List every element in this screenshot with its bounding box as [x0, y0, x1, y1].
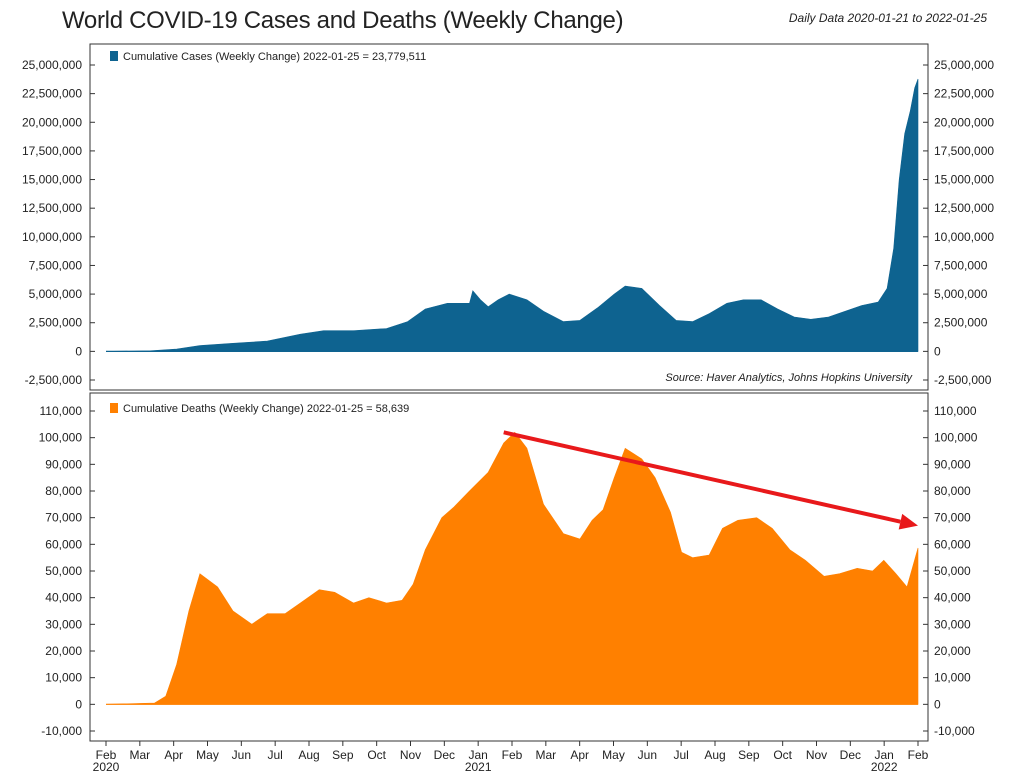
y-tick-label-left: 30,000 — [45, 617, 82, 631]
y-tick-label-right: 60,000 — [934, 537, 971, 551]
y-tick-label-left: 20,000,000 — [22, 115, 82, 129]
x-tick-label: Feb — [502, 748, 523, 762]
y-tick-label-left: 40,000 — [45, 591, 82, 605]
y-tick-label-right: 22,500,000 — [934, 87, 994, 101]
y-tick-label-left: 10,000,000 — [22, 230, 82, 244]
cases-series-legend-label: Cumulative Cases (Weekly Change) 2022-01… — [123, 51, 426, 63]
x-tick-label: Aug — [298, 748, 319, 762]
cases-series — [105, 78, 919, 352]
y-tick-label-left: 22,500,000 — [22, 87, 82, 101]
deaths-series-legend-swatch — [110, 403, 118, 413]
y-tick-label-left: 12,500,000 — [22, 201, 82, 215]
x-year-label: 2020 — [93, 760, 120, 774]
x-tick-label: Apr — [164, 748, 183, 762]
x-tick-label: Jan — [874, 748, 893, 762]
y-tick-label-left: 70,000 — [45, 511, 82, 525]
y-tick-label-left: -10,000 — [41, 724, 82, 738]
x-tick-label: Jul — [673, 748, 688, 762]
x-year-label: 2022 — [871, 760, 898, 774]
x-tick-label: Aug — [704, 748, 725, 762]
x-tick-label: Nov — [400, 748, 421, 762]
y-tick-label-left: 0 — [75, 344, 82, 358]
y-tick-label-right: 90,000 — [934, 457, 971, 471]
y-tick-label-right: 12,500,000 — [934, 201, 994, 215]
y-tick-label-right: 2,500,000 — [934, 316, 988, 330]
y-tick-label-right: -2,500,000 — [934, 373, 992, 387]
y-tick-label-left: 5,000,000 — [29, 287, 83, 301]
x-tick-label: Feb — [96, 748, 117, 762]
deaths-series — [105, 431, 919, 705]
x-year-label: 2021 — [465, 760, 492, 774]
y-tick-label-left: 10,000 — [45, 671, 82, 685]
y-tick-label-right: 7,500,000 — [934, 258, 988, 272]
y-tick-label-right: 30,000 — [934, 617, 971, 631]
trend-arrow — [503, 430, 901, 524]
y-tick-label-left: 60,000 — [45, 537, 82, 551]
y-tick-label-left: 50,000 — [45, 564, 82, 578]
x-tick-label: Feb — [908, 748, 929, 762]
y-tick-label-right: 0 — [934, 344, 941, 358]
x-axis: Feb Mar Apr May Jun Jul Aug Sep Oct Nov Dec Jan Feb M… — [93, 741, 929, 774]
source-note: Source: Haver Analytics, Johns Hopkins U… — [665, 372, 913, 384]
y-tick-label-left: -2,500,000 — [25, 373, 83, 387]
x-tick-label: Oct — [773, 748, 792, 762]
x-tick-label: Sep — [738, 748, 760, 762]
y-tick-label-right: 40,000 — [934, 591, 971, 605]
deaths-panel-frame — [89, 392, 929, 742]
y-tick-label-left: 2,500,000 — [29, 316, 83, 330]
y-tick-label-right: 20,000 — [934, 644, 971, 658]
x-tick-label: Jan — [468, 748, 487, 762]
cases-series-legend-swatch — [110, 51, 118, 61]
y-tick-label-right: 50,000 — [934, 564, 971, 578]
y-tick-label-left: 17,500,000 — [22, 144, 82, 158]
y-tick-label-left: 20,000 — [45, 644, 82, 658]
x-tick-label: May — [196, 748, 219, 762]
x-tick-label: Oct — [367, 748, 386, 762]
y-tick-label-right: 17,500,000 — [934, 144, 994, 158]
x-tick-label: Sep — [332, 748, 354, 762]
y-tick-label-left: 25,000,000 — [22, 58, 82, 72]
y-tick-label-left: 90,000 — [45, 457, 82, 471]
deaths-series-legend-label: Cumulative Deaths (Weekly Change) 2022-0… — [123, 403, 409, 415]
y-tick-label-right: 25,000,000 — [934, 58, 994, 72]
y-tick-label-left: 0 — [75, 697, 82, 711]
y-tick-label-right: 5,000,000 — [934, 287, 988, 301]
x-tick-label: Dec — [434, 748, 455, 762]
y-tick-label-left: 7,500,000 — [29, 258, 83, 272]
x-tick-label: Apr — [570, 748, 589, 762]
y-tick-label-right: 10,000,000 — [934, 230, 994, 244]
y-tick-label-right: 80,000 — [934, 484, 971, 498]
y-tick-label-right: 0 — [934, 697, 941, 711]
chart-title: World COVID-19 Cases and Deaths (Weekly … — [62, 7, 624, 34]
x-tick-label: Jun — [638, 748, 657, 762]
y-tick-label-left: 110,000 — [40, 404, 83, 418]
deaths-panel: 110,000 110,000 100,000 100,000 90,000 90,000… — [39, 403, 978, 738]
y-tick-label-right: 110,000 — [934, 404, 977, 418]
y-tick-label-right: 10,000 — [934, 671, 971, 685]
x-tick-label: Nov — [806, 748, 827, 762]
y-tick-label-left: 80,000 — [45, 484, 82, 498]
x-tick-label: Jun — [232, 748, 251, 762]
y-tick-label-left: 15,000,000 — [22, 173, 82, 187]
cases-panel-frame — [89, 43, 929, 391]
trend-arrowhead — [898, 513, 918, 530]
x-tick-label: Dec — [840, 748, 861, 762]
x-tick-label: May — [602, 748, 625, 762]
x-tick-label: Mar — [129, 748, 150, 762]
y-tick-label-right: -10,000 — [934, 724, 975, 738]
x-tick-label: Jul — [267, 748, 282, 762]
x-tick-label: Mar — [535, 748, 556, 762]
y-tick-label-right: 15,000,000 — [934, 173, 994, 187]
y-tick-label-right: 70,000 — [934, 511, 971, 525]
cases-panel: 25,000,000 25,000,000 22,500,000 22,500,000… — [22, 51, 994, 387]
y-tick-label-right: 100,000 — [934, 431, 978, 445]
y-tick-label-left: 100,000 — [39, 431, 83, 445]
y-tick-label-right: 20,000,000 — [934, 115, 994, 129]
chart-subtitle: Daily Data 2020-01-21 to 2022-01-25 — [788, 11, 987, 25]
